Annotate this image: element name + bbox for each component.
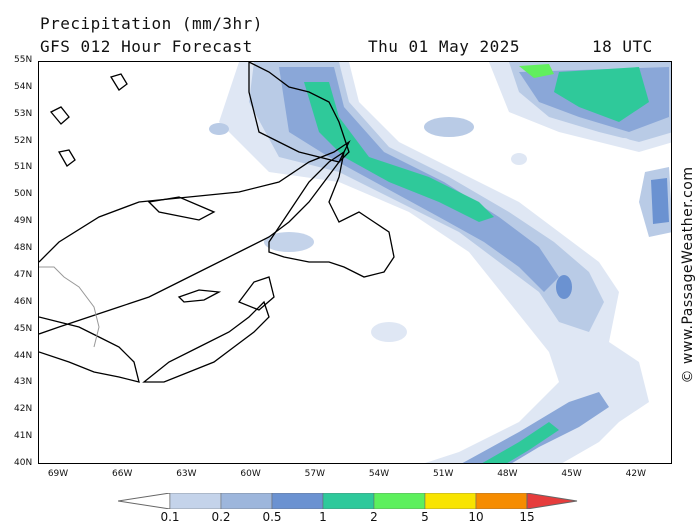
precip-spot	[264, 232, 314, 252]
lat-label: 48N	[14, 243, 33, 254]
legend-segment	[322, 493, 375, 509]
lon-label: 42W	[625, 469, 646, 479]
lon-label: 51W	[433, 469, 454, 479]
coastline-maine	[39, 316, 140, 383]
precip-spot	[556, 275, 572, 299]
lat-label: 53N	[14, 108, 33, 119]
lon-label: 60W	[240, 469, 261, 479]
lat-label: 49N	[14, 216, 33, 227]
lat-label: 55N	[14, 55, 33, 65]
lat-label: 43N	[14, 377, 33, 388]
map-canvas	[39, 62, 671, 463]
legend-segment	[424, 493, 477, 509]
lon-label: 54W	[368, 469, 390, 479]
coastline-nova-scotia	[142, 300, 270, 383]
precip-spot	[511, 153, 527, 165]
legend-segment	[220, 493, 273, 509]
legend-label: 2	[370, 510, 378, 524]
legend-label: 5	[421, 510, 429, 524]
credit-watermark: © www.PassageWeather.com	[678, 150, 698, 400]
lat-label: 40N	[14, 458, 33, 468]
legend-label: 1	[319, 510, 327, 524]
us-canada-border	[39, 266, 100, 348]
lon-label: 63W	[176, 469, 197, 479]
lake	[49, 106, 70, 125]
map-title: Precipitation (mm/3hr)	[40, 14, 263, 33]
lon-label: 45W	[561, 469, 582, 479]
lat-label: 51N	[14, 162, 33, 173]
forecast-time: 18 UTC	[592, 37, 653, 56]
credit-text: © www.PassageWeather.com	[680, 166, 696, 384]
lon-label: 57W	[304, 469, 325, 479]
legend-label: 15	[519, 510, 535, 524]
legend-segment	[271, 493, 324, 509]
lat-label: 46N	[14, 296, 33, 307]
precip-south-band	[462, 392, 609, 463]
land-outlines	[39, 62, 395, 383]
precip-ne-bright	[519, 64, 554, 78]
lat-label: 44N	[14, 350, 33, 361]
lake	[110, 73, 128, 91]
coastline-newfoundland	[268, 150, 395, 278]
lat-label: 54N	[14, 81, 33, 92]
forecast-date: Thu 01 May 2025	[368, 37, 520, 56]
precip-east-blob-core	[651, 178, 669, 224]
coastline-anticosti	[147, 196, 216, 221]
lon-label: 48W	[497, 469, 518, 479]
lon-label: 69W	[47, 469, 69, 479]
coastline-cape-breton	[237, 276, 275, 311]
precip-spot	[371, 322, 407, 342]
coastline-pei	[177, 289, 222, 303]
coastline-labrador	[248, 62, 350, 163]
legend-label: 0.5	[262, 510, 282, 524]
precip-band-green	[304, 82, 494, 222]
lat-label: 47N	[14, 269, 33, 280]
legend-segment	[475, 493, 528, 509]
precip-layer	[209, 62, 671, 463]
legend-segment	[526, 493, 578, 509]
legend-segment	[169, 493, 222, 509]
lon-label: 66W	[112, 469, 133, 479]
precip-spot	[209, 123, 229, 135]
legend-label: 10	[468, 510, 484, 524]
precip-spot	[424, 117, 474, 137]
legend-segment	[373, 493, 426, 509]
forecast-model: GFS 012 Hour Forecast	[40, 37, 253, 56]
legend-label: 0.1	[160, 510, 180, 524]
lat-label: 50N	[14, 189, 33, 200]
lake	[57, 149, 76, 167]
lat-label: 52N	[14, 135, 33, 146]
precip-ne-green	[554, 67, 649, 122]
precip-legend-bar	[118, 493, 578, 509]
lat-label: 42N	[14, 404, 33, 415]
lat-label: 41N	[14, 431, 33, 442]
lat-label: 45N	[14, 323, 33, 334]
legend-label: 0.2	[211, 510, 231, 524]
precip-south-core	[482, 422, 559, 463]
precipitation-map	[38, 61, 672, 464]
legend-segment	[118, 493, 171, 509]
precip-spot	[618, 138, 630, 146]
